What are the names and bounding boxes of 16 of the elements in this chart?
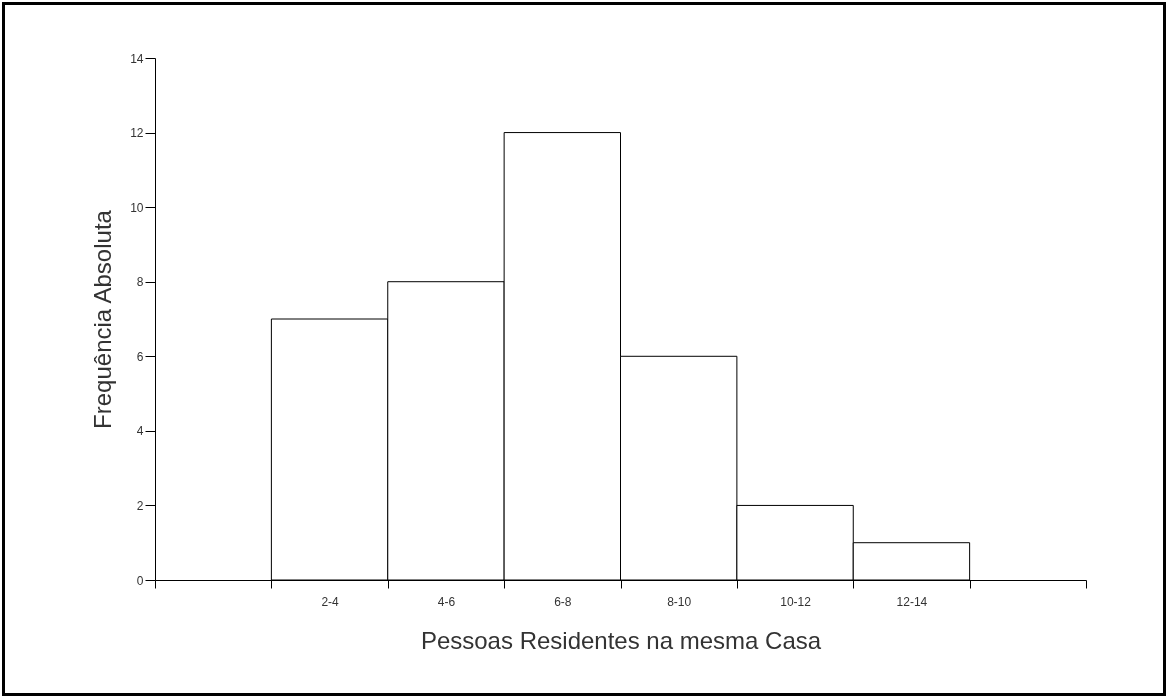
x-tick-label: 6-8 bbox=[554, 594, 572, 609]
x-axis-title: Pessoas Residentes na mesma Casa bbox=[420, 626, 822, 654]
y-tick-label: 2 bbox=[136, 498, 144, 513]
y-tick-label: 4 bbox=[136, 424, 144, 439]
y-tick-label: 10 bbox=[130, 200, 144, 215]
y-tick-label: 6 bbox=[136, 349, 144, 364]
y-tick-label: 0 bbox=[136, 573, 144, 588]
y-tick-label: 8 bbox=[136, 275, 144, 290]
x-tick-label: 10-12 bbox=[780, 594, 812, 609]
x-tick-label: 2-4 bbox=[321, 594, 340, 609]
y-axis-title: Frequência Absoluta bbox=[89, 209, 117, 429]
y-tick-label: 12 bbox=[130, 126, 144, 141]
x-tick-label: 12-14 bbox=[896, 594, 928, 609]
x-tick-label: 8-10 bbox=[667, 594, 692, 609]
y-tick-label: 14 bbox=[130, 51, 144, 66]
x-tick-label: 4-6 bbox=[437, 594, 456, 609]
